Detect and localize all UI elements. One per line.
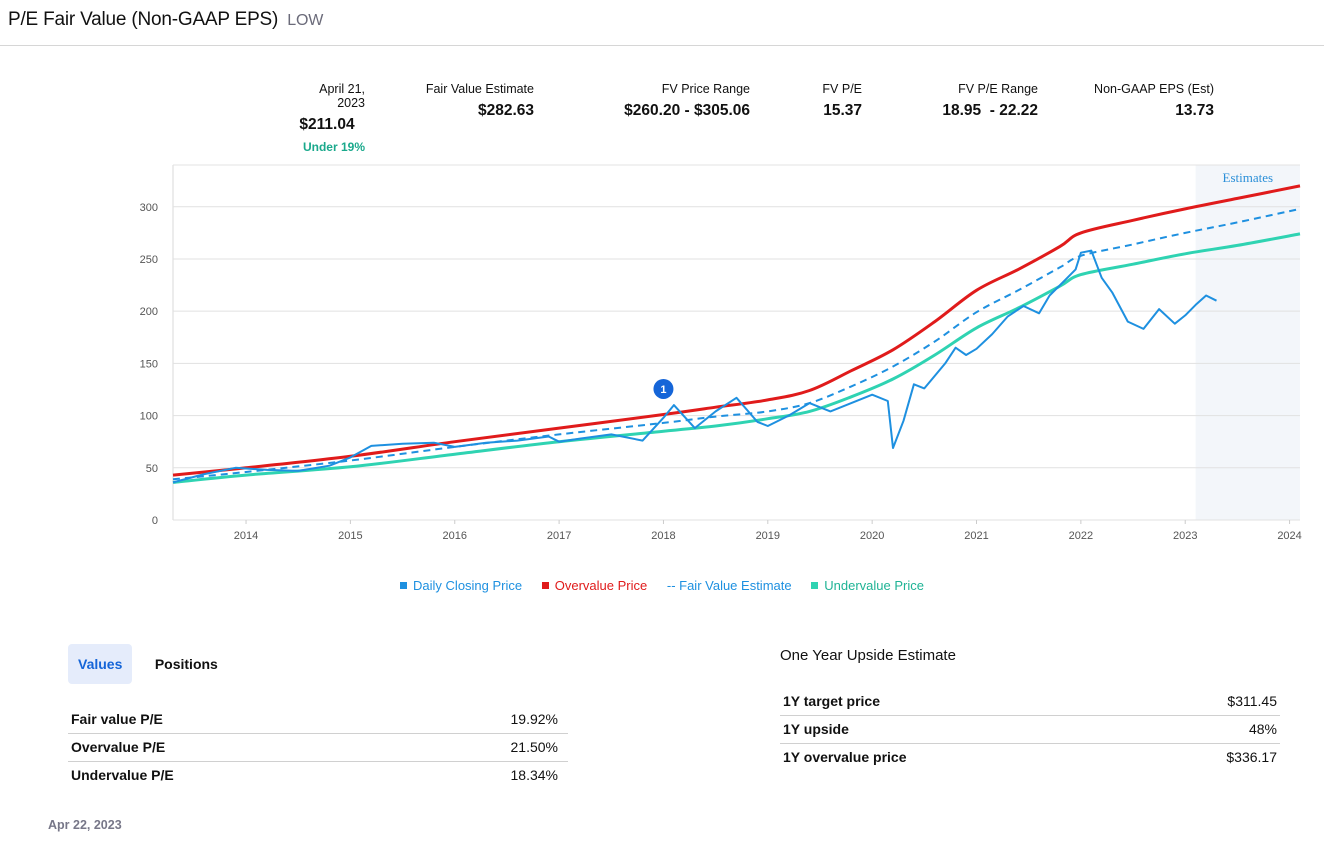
stat-label: Fair Value Estimate: [425, 82, 534, 96]
y-tick-label: 50: [146, 463, 158, 475]
stat-label: April 21, 2023: [319, 82, 365, 110]
stat-value: 13.73: [1175, 102, 1214, 119]
upside-title: One Year Upside Estimate: [780, 647, 956, 664]
fair-value-chart: Estimates 0 50 100 150 200 250 300 2014 2015 2016 2…: [140, 164, 1302, 542]
row-label: Fair value P/E: [68, 706, 391, 734]
chart-legend: Daily Closing Price Overvalue Price -- F…: [0, 578, 1324, 593]
y-tick-label: 250: [140, 254, 158, 266]
x-tick-label: 2014: [234, 530, 258, 542]
stat-current-price: April 21, 2023 $211.04 Under 19%: [289, 82, 365, 154]
legend-label: Overvalue Price: [554, 578, 648, 593]
x-tick-label: 2015: [338, 530, 362, 542]
values-table: Fair value P/E 19.92% Overvalue P/E 21.50%…: [68, 706, 568, 789]
row-value: $311.45: [1128, 688, 1280, 716]
event-marker-label: 1: [660, 384, 666, 396]
row-label: Undervalue P/E: [71, 767, 174, 783]
row-value: 18.34%: [510, 767, 558, 783]
ticker-symbol: LOW: [287, 12, 324, 29]
series-price-line: [172, 249, 1217, 484]
event-marker: [653, 378, 674, 399]
stat-label: FV Price Range: [661, 82, 750, 96]
legend-label: Daily Closing Price: [413, 578, 523, 593]
legend-label: -- Fair Value Estimate: [666, 578, 792, 593]
x-tick-label: 2021: [964, 530, 988, 542]
stat-value: $260.20 - $305.06: [624, 102, 750, 119]
tab-values[interactable]: Values: [68, 644, 133, 684]
estimates-label: Estimates: [1223, 170, 1274, 185]
x-tick-label: 2018: [651, 530, 675, 542]
table-row: 1Y target price $311.45: [780, 688, 1280, 716]
tab-positions[interactable]: Positions: [154, 656, 218, 672]
title-text: P/E Fair Value (Non-GAAP EPS): [8, 9, 279, 30]
stat-value: $282.63: [477, 102, 534, 119]
row-value: 48%: [1128, 715, 1280, 744]
table-row: Fair value P/E 19.92%: [68, 706, 568, 734]
stat-fv-price-range: FV Price Range $260.20 - $305.06: [600, 82, 750, 120]
table-row: Overvalue P/E 21.50%: [68, 733, 568, 762]
legend-item-price[interactable]: Daily Closing Price: [400, 578, 522, 593]
y-tick-label: 100: [140, 411, 158, 423]
series-overvalue-line: [172, 184, 1301, 477]
footer-date: Apr 22, 2023: [48, 818, 122, 832]
legend-swatch-icon: [400, 582, 408, 589]
series-fair-value-line: [172, 207, 1301, 481]
x-tick-label: 2016: [443, 530, 467, 542]
table-row: 1Y overvalue price $336.17: [780, 744, 1280, 772]
stat-under-badge: Under 19%: [302, 140, 365, 154]
x-tick-label: 2017: [547, 530, 571, 542]
upside-table: 1Y target price $311.45 1Y upside 48% 1Y o…: [780, 688, 1280, 771]
row-label: Overvalue P/E: [68, 733, 391, 762]
stat-value: 18.95 - 22.22: [942, 102, 1038, 119]
legend-item-fair[interactable]: -- Fair Value Estimate: [667, 578, 792, 593]
stat-fair-value: Fair Value Estimate $282.63: [410, 82, 534, 120]
table-row: 1Y upside 48%: [780, 715, 1280, 744]
row-value: 21.50%: [390, 733, 568, 762]
row-label: 1Y target price: [780, 688, 1129, 716]
row-value: $336.17: [1226, 749, 1277, 765]
page-title: P/E Fair Value (Non-GAAP EPS) LOW: [8, 9, 323, 31]
stat-fv-pe-range: FV P/E Range 18.95 - 22.22: [928, 82, 1038, 120]
row-label: 1Y overvalue price: [783, 749, 907, 765]
x-tick-label: 2023: [1173, 530, 1197, 542]
series-undervalue-line: [172, 232, 1301, 484]
estimates-region: [1195, 165, 1300, 520]
stat-label: FV P/E Range: [958, 82, 1038, 96]
x-tick-label: 2020: [860, 530, 884, 542]
stat-value: $211.04: [299, 116, 355, 133]
x-tick-label: 2022: [1069, 530, 1093, 542]
page-header: P/E Fair Value (Non-GAAP EPS) LOW: [0, 0, 1324, 46]
legend-swatch-icon: [811, 582, 819, 589]
stat-label: FV P/E: [822, 82, 862, 96]
y-tick-label: 150: [140, 358, 158, 370]
y-tick-label: 200: [140, 306, 158, 318]
y-tick-label: 0: [152, 515, 158, 527]
table-row: Undervalue P/E 18.34%: [68, 762, 568, 790]
legend-item-undervalue[interactable]: Undervalue Price: [811, 578, 924, 593]
stat-fv-pe: FV P/E 15.37: [800, 82, 862, 120]
row-label: 1Y upside: [780, 715, 1129, 744]
stat-eps-est: Non-GAAP EPS (Est) 13.73: [1080, 82, 1214, 120]
stat-value: 15.37: [823, 102, 862, 119]
y-tick-label: 300: [140, 202, 158, 214]
values-tabs: Values Positions: [68, 644, 228, 684]
legend-label: Undervalue Price: [824, 578, 924, 593]
legend-item-overvalue[interactable]: Overvalue Price: [541, 578, 648, 593]
stat-label: Non-GAAP EPS (Est): [1094, 82, 1214, 96]
x-tick-label: 2019: [756, 530, 780, 542]
x-tick-label: 2024: [1277, 530, 1301, 542]
legend-swatch-icon: [541, 582, 549, 589]
row-value: 19.92%: [390, 706, 568, 734]
